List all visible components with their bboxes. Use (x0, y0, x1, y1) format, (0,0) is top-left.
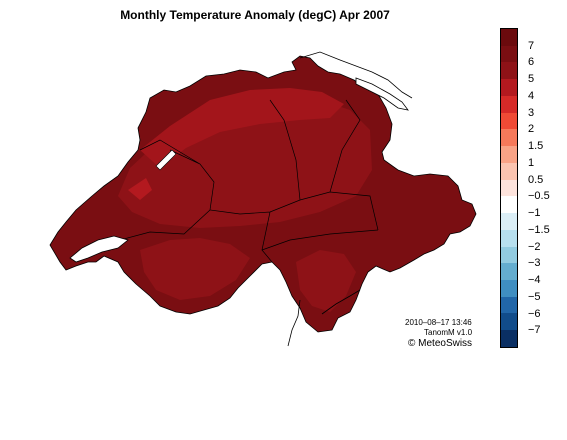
version-text: TanomM v1.0 (424, 328, 473, 337)
legend-swatch (501, 196, 517, 214)
lake-constance (355, 77, 409, 111)
temperature-anomaly-map (49, 51, 477, 347)
legend-swatch (501, 162, 517, 180)
legend-label: −7 (528, 324, 541, 337)
legend-swatch (501, 179, 517, 197)
ticino-region (296, 250, 356, 312)
legend-swatch (501, 313, 517, 331)
legend-swatch (501, 246, 517, 264)
legend-label: 1.5 (528, 140, 544, 153)
legend-swatch (501, 296, 517, 314)
legend-swatch (501, 112, 517, 130)
alpine-west-region (140, 238, 250, 300)
rhine-border (299, 51, 413, 99)
legend-label: 4 (528, 89, 535, 102)
copyright-text: © MeteoSwiss (408, 338, 473, 349)
legend-label: −1 (528, 207, 541, 220)
legend-label: 2 (528, 123, 535, 136)
timestamp-text: 2010–08–17 13:46 (405, 318, 472, 327)
legend-swatch (501, 45, 517, 63)
legend-label: 0.5 (528, 173, 544, 186)
legend-label: 3 (528, 106, 535, 119)
legend-swatch (501, 79, 517, 96)
legend-swatch (501, 29, 517, 46)
legend-label: 6 (528, 56, 535, 69)
map-title: Monthly Temperature Anomaly (degC) Apr 2… (120, 8, 390, 22)
legend-swatch (501, 95, 517, 113)
lake-maggiore (287, 299, 301, 347)
legend-label: −0.5 (528, 190, 550, 203)
lake-neuchatel (155, 149, 177, 171)
legend-label: 7 (528, 39, 535, 52)
legend-swatch (501, 213, 517, 230)
legend-swatch (501, 129, 517, 147)
legend-swatch (501, 62, 517, 80)
lake-lugano (321, 289, 361, 315)
legend-label: −4 (528, 274, 541, 287)
lake-geneva (69, 235, 129, 263)
legend-label: 1 (528, 156, 535, 169)
jura-region (140, 88, 344, 168)
legend-swatch (501, 330, 517, 347)
warm-spot-region (128, 178, 152, 200)
legend-label: −1.5 (528, 223, 550, 236)
legend-swatch (501, 146, 517, 163)
legend-swatch (501, 229, 517, 247)
legend-swatch (501, 280, 517, 297)
legend-label: −3 (528, 257, 541, 270)
legend-label: −5 (528, 290, 541, 303)
legend-swatch (501, 263, 517, 281)
legend-label: 5 (528, 73, 535, 86)
region-boundary (95, 99, 379, 263)
legend-label: −6 (528, 307, 541, 320)
legend-label: −2 (528, 240, 541, 253)
color-legend (500, 28, 518, 348)
